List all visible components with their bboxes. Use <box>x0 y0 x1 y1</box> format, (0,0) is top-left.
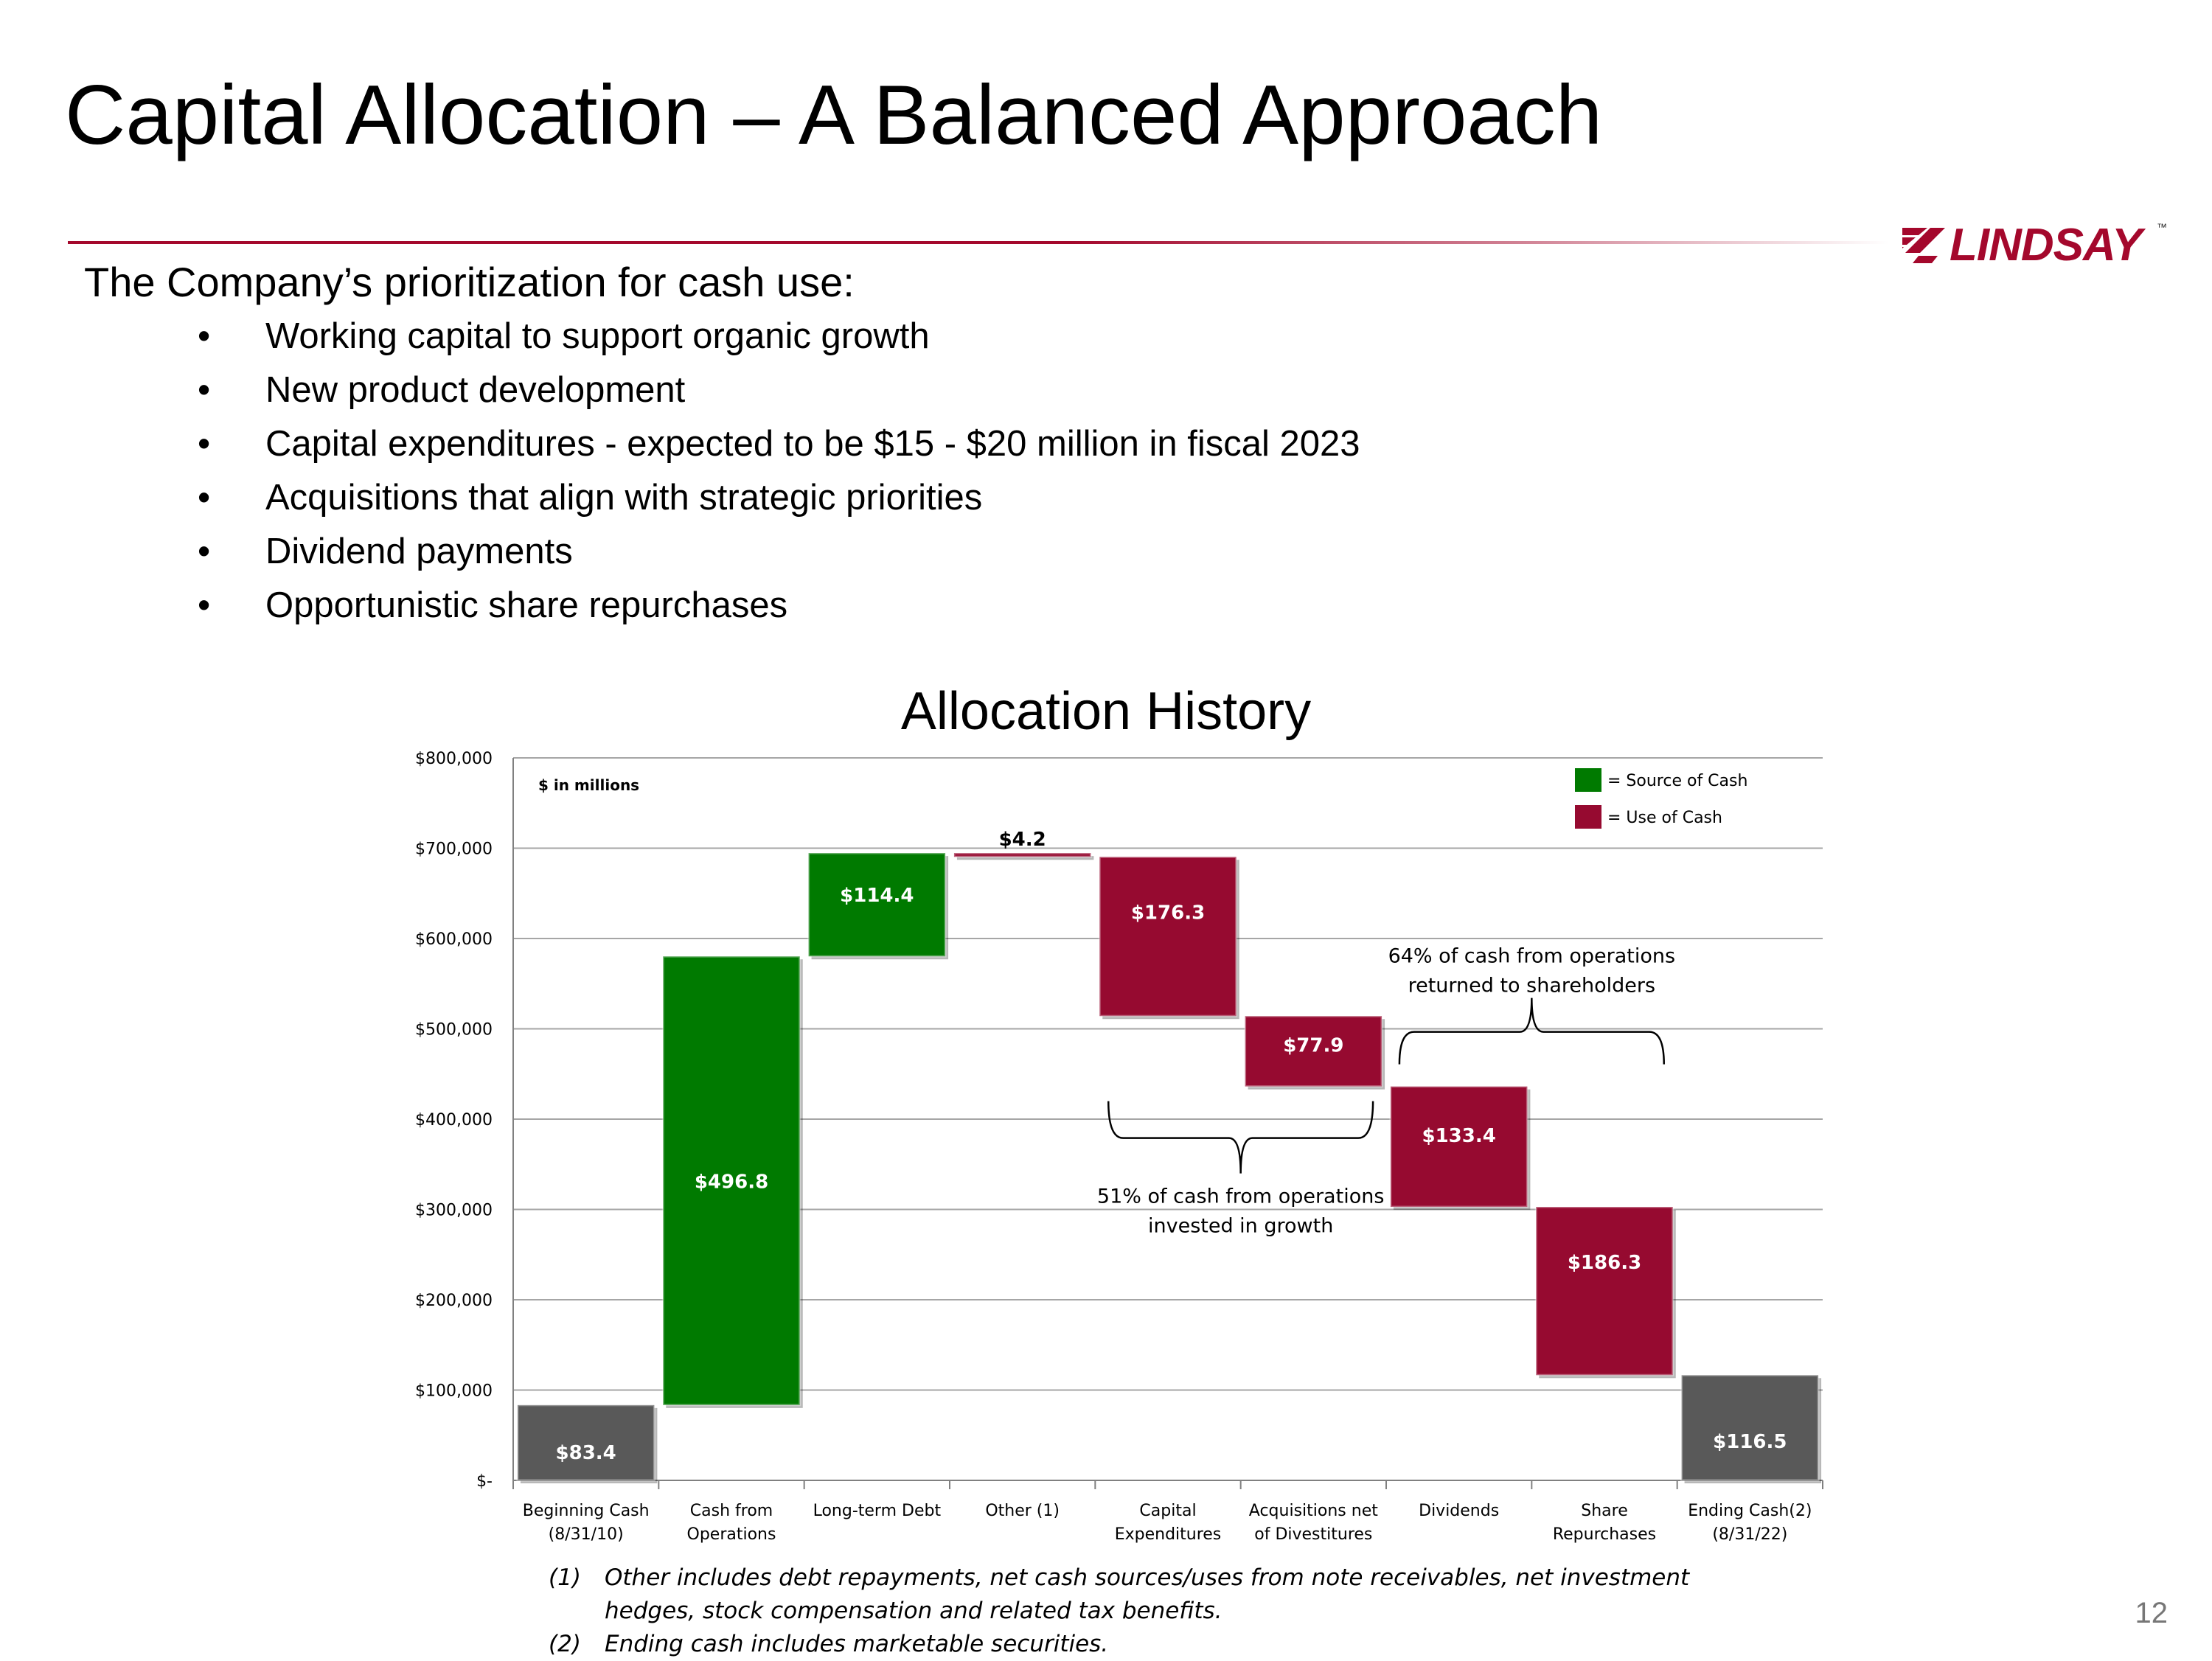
x-category-label: Beginning Cash <box>523 1502 650 1520</box>
y-tick-label: $- <box>476 1472 493 1491</box>
bar-source <box>807 852 947 958</box>
units-note: $ in millions <box>538 776 639 794</box>
x-category-label: Operations <box>687 1525 776 1544</box>
x-category-label: Dividends <box>1419 1502 1499 1520</box>
y-tick-label: $700,000 <box>415 840 493 859</box>
bar-value-label: $114.4 <box>840 885 914 907</box>
logo-stripes-icon <box>1902 228 1945 263</box>
bar-use <box>953 852 1092 858</box>
bullet-icon: • <box>198 478 211 518</box>
y-tick-label: $800,000 <box>415 750 493 768</box>
bar-value-label: $4.2 <box>999 829 1046 851</box>
company-logo: LINDSAY <box>1902 220 2143 271</box>
bar-value-label: $77.9 <box>1283 1034 1343 1056</box>
x-category-label: Acquisitions net <box>1249 1502 1378 1520</box>
bar-value-label: $83.4 <box>556 1442 616 1464</box>
bar-shadow <box>956 856 1094 860</box>
page-number: 12 <box>2135 1597 2168 1629</box>
y-tick-label: $300,000 <box>415 1202 493 1220</box>
legend-swatch-use <box>1575 805 1601 829</box>
annotation-brace <box>1398 997 1665 1065</box>
x-category-label: (8/31/10) <box>549 1525 624 1544</box>
x-category-label: Other (1) <box>985 1502 1060 1520</box>
annotation-brace <box>1107 1101 1374 1174</box>
bar-total <box>516 1404 655 1482</box>
logo-wordmark: LINDSAY <box>1950 220 2143 271</box>
title-divider <box>68 241 1889 244</box>
bullet-icon: • <box>198 585 211 625</box>
chart-title: Allocation History <box>900 682 1312 741</box>
legend-swatch-source <box>1575 768 1601 792</box>
intro-text: The Company’s prioritization for cash us… <box>84 259 855 305</box>
x-category-label: Repurchases <box>1553 1525 1656 1544</box>
bar-value-label: $186.3 <box>1568 1252 1641 1274</box>
y-tick-label: $400,000 <box>415 1111 493 1129</box>
bullet-icon: • <box>198 532 211 571</box>
x-category-label: Cash from <box>690 1502 773 1520</box>
page-title: Capital Allocation – A Balanced Approach <box>65 69 1603 162</box>
bar-value-label: $496.8 <box>695 1171 768 1194</box>
x-category-label: (8/31/22) <box>1712 1525 1787 1544</box>
bar-use <box>1389 1085 1528 1208</box>
x-category-label: Ending Cash(2) <box>1688 1502 1812 1520</box>
y-tick-label: $500,000 <box>415 1021 493 1040</box>
x-category-label: of Divestitures <box>1254 1525 1372 1544</box>
annotation-text: invested in growth <box>1148 1215 1333 1238</box>
bar-use <box>1534 1205 1674 1376</box>
legend-label: = Source of Cash <box>1607 772 1747 790</box>
x-category-label: Long-term Debt <box>813 1502 942 1520</box>
legend-label: = Use of Cash <box>1607 809 1722 827</box>
bullet-icon: • <box>198 316 211 356</box>
bar-use <box>1098 855 1238 1017</box>
bar-value-label: $116.5 <box>1713 1431 1787 1453</box>
bar-use <box>1244 1014 1383 1088</box>
x-category-label: Capital <box>1139 1502 1196 1520</box>
bar-value-label: $133.4 <box>1422 1125 1495 1147</box>
annotation-text: 51% of cash from operations <box>1097 1185 1384 1208</box>
x-category-label: Share <box>1581 1502 1628 1520</box>
bar-total <box>1680 1373 1820 1482</box>
annotation-text: returned to shareholders <box>1408 975 1655 997</box>
bar-value-label: $176.3 <box>1131 902 1205 924</box>
y-tick-label: $100,000 <box>415 1382 493 1401</box>
y-tick-label: $200,000 <box>415 1292 493 1310</box>
bullet-icon: • <box>198 370 211 410</box>
x-category-label: Expenditures <box>1115 1525 1222 1544</box>
logo-trademark: ™ <box>2157 221 2167 233</box>
annotation-text: 64% of cash from operations <box>1388 945 1675 968</box>
y-tick-label: $600,000 <box>415 930 493 949</box>
bullet-icon: • <box>198 424 211 464</box>
bar-source <box>661 955 801 1407</box>
